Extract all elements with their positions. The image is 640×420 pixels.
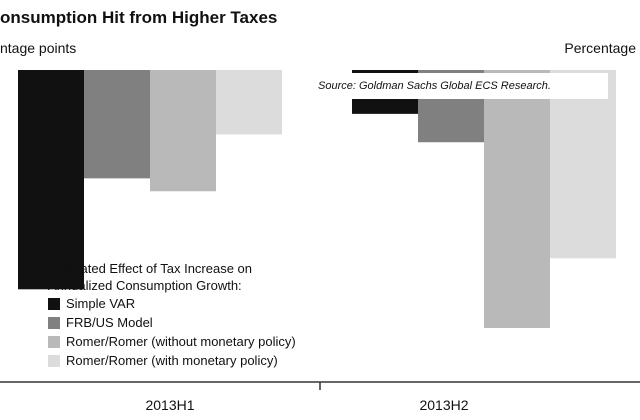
bar-2013H2-3 [550,70,616,259]
legend-item: Romer/Romer (without monetary policy) [48,332,296,351]
legend-title-line: Estimated Effect of Tax Increase on [48,261,253,276]
chart-title: onsumption Hit from Higher Taxes [0,8,278,27]
y-axis-label-left: ntage points [0,40,77,56]
legend-item: Romer/Romer (with monetary policy) [48,351,296,370]
legend-label: FRB/US Model [66,315,153,330]
legend-swatch [48,354,60,367]
legend-swatch [48,297,60,310]
bar-2013H1-2 [150,70,216,192]
x-tick-label: 2013H1 [145,397,194,413]
legend-label: Romer/Romer (without monetary policy) [66,334,296,349]
bar-2013H1-0 [18,70,84,290]
legend-label: Simple VAR [66,296,136,311]
legend-title: Estimated Effect of Tax Increase on Annu… [48,260,296,294]
legend-title-line: Annualized Consumption Growth: [48,278,242,293]
source-note: Source: Goldman Sachs Global ECS Researc… [312,73,608,99]
y-axis-label-right: Percentage [564,40,636,56]
x-tick-label: 2013H2 [419,397,468,413]
legend: Estimated Effect of Tax Increase on Annu… [48,260,296,370]
bar-2013H2-2 [484,70,550,328]
legend-item: FRB/US Model [48,313,296,332]
legend-label: Romer/Romer (with monetary policy) [66,353,278,368]
legend-swatch [48,316,60,329]
bar-2013H1-1 [84,70,150,179]
legend-item: Simple VAR [48,294,296,313]
legend-swatch [48,335,60,348]
bar-2013H1-3 [216,70,282,135]
